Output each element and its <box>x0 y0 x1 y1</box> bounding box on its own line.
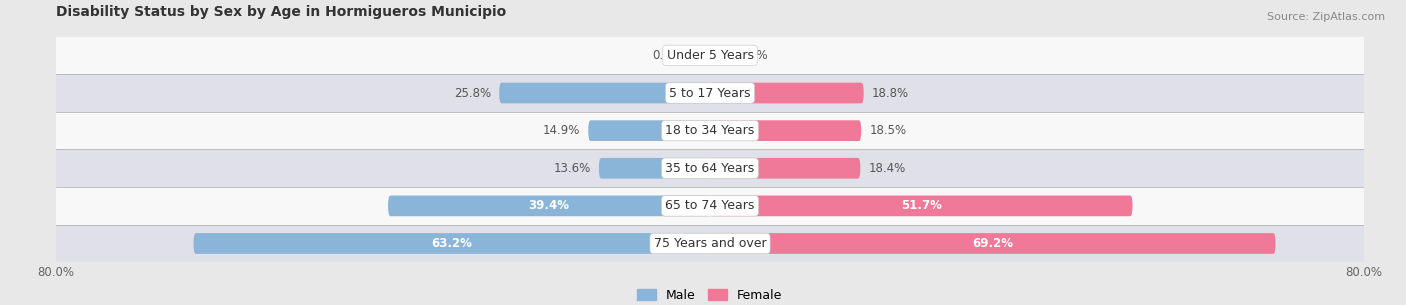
Text: Disability Status by Sex by Age in Hormigueros Municipio: Disability Status by Sex by Age in Hormi… <box>56 5 506 19</box>
Text: 18 to 34 Years: 18 to 34 Years <box>665 124 755 137</box>
Text: 35 to 64 Years: 35 to 64 Years <box>665 162 755 175</box>
Text: 69.2%: 69.2% <box>973 237 1014 250</box>
Text: 51.7%: 51.7% <box>901 199 942 212</box>
Bar <box>56 112 1364 149</box>
Text: Source: ZipAtlas.com: Source: ZipAtlas.com <box>1267 12 1385 22</box>
FancyBboxPatch shape <box>710 158 860 179</box>
Text: 0.0%: 0.0% <box>652 49 682 62</box>
Text: 63.2%: 63.2% <box>432 237 472 250</box>
Bar <box>56 225 1364 262</box>
Text: 13.6%: 13.6% <box>554 162 591 175</box>
Legend: Male, Female: Male, Female <box>634 285 786 305</box>
Text: 18.4%: 18.4% <box>869 162 905 175</box>
Text: 0.0%: 0.0% <box>738 49 768 62</box>
FancyBboxPatch shape <box>588 120 710 141</box>
Text: 75 Years and over: 75 Years and over <box>654 237 766 250</box>
Text: 65 to 74 Years: 65 to 74 Years <box>665 199 755 212</box>
FancyBboxPatch shape <box>388 196 710 216</box>
Bar <box>56 187 1364 225</box>
FancyBboxPatch shape <box>499 83 710 103</box>
Text: 14.9%: 14.9% <box>543 124 581 137</box>
Text: 39.4%: 39.4% <box>529 199 569 212</box>
FancyBboxPatch shape <box>710 120 862 141</box>
FancyBboxPatch shape <box>710 196 1133 216</box>
Text: Under 5 Years: Under 5 Years <box>666 49 754 62</box>
FancyBboxPatch shape <box>710 83 863 103</box>
Bar <box>56 149 1364 187</box>
Text: 5 to 17 Years: 5 to 17 Years <box>669 87 751 99</box>
Text: 18.5%: 18.5% <box>869 124 907 137</box>
FancyBboxPatch shape <box>194 233 710 254</box>
Text: 18.8%: 18.8% <box>872 87 908 99</box>
FancyBboxPatch shape <box>599 158 710 179</box>
FancyBboxPatch shape <box>710 233 1275 254</box>
Bar <box>56 74 1364 112</box>
Text: 25.8%: 25.8% <box>454 87 491 99</box>
Bar <box>56 37 1364 74</box>
